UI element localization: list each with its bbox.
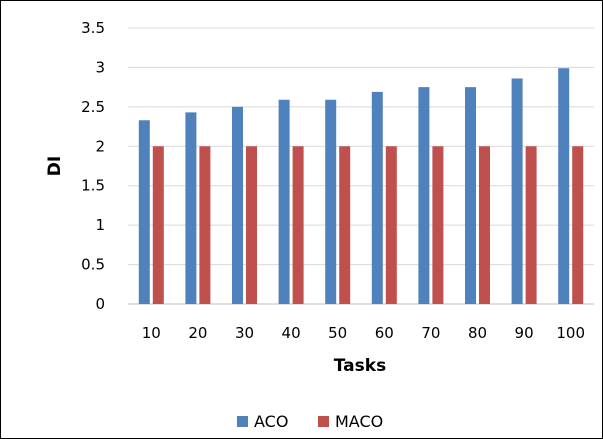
y-tick-labels: 0 0.5 1 1.5 2 2.5 3 3.5 — [81, 19, 105, 313]
bar-aco-80 — [465, 87, 476, 305]
bar-maco-100 — [572, 146, 584, 304]
legend-label-aco: ACO — [254, 412, 288, 431]
bars — [138, 68, 584, 305]
bar-aco-10 — [138, 120, 150, 305]
legend-label-maco: MACO — [335, 412, 383, 431]
y-tick-label: 2.5 — [81, 98, 105, 116]
x-tick-label: 70 — [421, 324, 440, 342]
bar-aco-90 — [511, 78, 523, 305]
x-tick-label: 10 — [142, 324, 161, 342]
bar-maco-80 — [479, 146, 490, 304]
y-tick-label: 3 — [95, 58, 105, 76]
x-tick-label: 90 — [515, 324, 534, 342]
bar-aco-20 — [185, 112, 197, 305]
bar-maco-40 — [292, 146, 304, 304]
x-tick-labels: 10 20 30 40 50 60 70 80 90 100 — [142, 324, 585, 342]
x-tick-label: 40 — [282, 324, 301, 342]
legend-swatch-maco — [318, 416, 329, 427]
y-tick-label: 0 — [95, 295, 105, 313]
x-tick-label: 80 — [468, 324, 487, 342]
y-axis-title: DI — [45, 156, 65, 176]
y-tick-label: 1.5 — [81, 177, 105, 195]
gridlines — [128, 27, 594, 305]
bar-aco-30 — [232, 106, 243, 304]
y-tick-label: 0.5 — [81, 256, 105, 274]
bar-aco-60 — [371, 91, 383, 304]
x-tick-label: 60 — [375, 324, 394, 342]
bar-aco-70 — [418, 87, 430, 305]
bar-maco-20 — [199, 146, 211, 304]
bar-maco-90 — [525, 146, 537, 304]
y-tick-label: 1 — [95, 216, 105, 234]
bar-aco-50 — [325, 99, 337, 304]
x-tick-label: 20 — [188, 324, 207, 342]
bar-maco-60 — [385, 146, 397, 304]
bar-aco-40 — [278, 99, 290, 304]
bar-maco-50 — [339, 146, 351, 304]
legend: ACO MACO — [237, 412, 383, 431]
x-axis-title: Tasks — [334, 356, 386, 376]
bar-maco-70 — [432, 146, 444, 304]
x-tick-label: 50 — [328, 324, 347, 342]
y-tick-label: 2 — [95, 137, 105, 155]
x-tick-label: 30 — [235, 324, 254, 342]
bar-maco-30 — [246, 146, 257, 304]
x-tick-label: 100 — [556, 324, 585, 342]
bar-aco-100 — [558, 68, 570, 305]
legend-swatch-aco — [237, 416, 248, 427]
y-tick-label: 3.5 — [81, 19, 105, 37]
bar-maco-10 — [152, 146, 164, 304]
